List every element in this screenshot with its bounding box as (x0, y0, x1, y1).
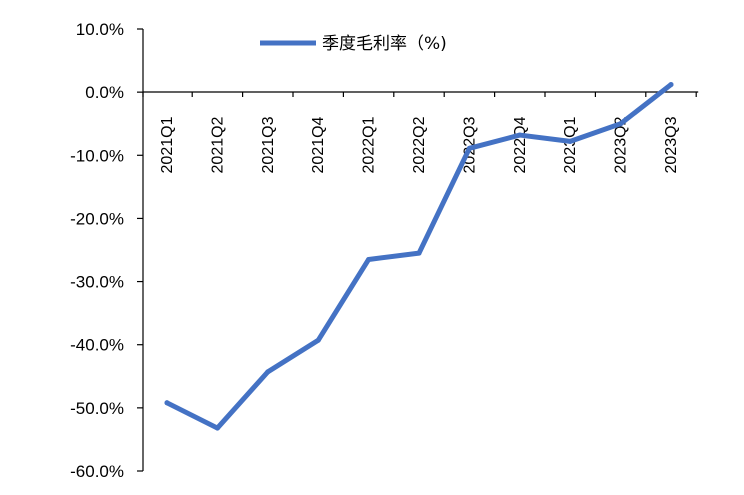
data-point (416, 250, 422, 256)
x-category-label: 2021Q4 (310, 116, 327, 173)
data-point (164, 400, 170, 406)
y-tick-label: -50.0% (70, 399, 124, 418)
y-axis: 10.0% 0.0% -10.0% -20.0% -30.0% -40.0% -50.0% -… (70, 20, 144, 481)
legend: 季度毛利率（%) (260, 34, 447, 54)
y-tick-label: 0.0% (85, 83, 124, 102)
data-point (567, 138, 573, 144)
data-point (668, 82, 674, 88)
data-point (366, 256, 372, 262)
data-point (315, 337, 321, 343)
x-category-label: 2021Q2 (209, 116, 226, 173)
data-point (618, 121, 624, 127)
series-layer (164, 82, 674, 431)
x-category-label: 2021Q3 (260, 116, 277, 173)
y-tick-label: -40.0% (70, 336, 124, 355)
x-category-label: 2022Q4 (512, 116, 529, 173)
legend-label: 季度毛利率（%) (322, 34, 447, 54)
x-axis: 2021Q1 2021Q2 2021Q3 2021Q4 2022Q1 2022Q2 2022… (142, 91, 699, 173)
y-tick-label: -20.0% (70, 209, 124, 228)
y-tick-label: -30.0% (70, 273, 124, 292)
x-category-label: 2022Q1 (361, 116, 378, 173)
x-category-label: 2021Q1 (159, 116, 176, 173)
data-point (214, 425, 220, 431)
y-tick-label: -60.0% (70, 462, 124, 481)
y-tick-label: 10.0% (76, 20, 124, 39)
data-point (466, 145, 472, 151)
x-category-label: 2023Q3 (663, 116, 680, 173)
x-category-label: 2023Q1 (562, 116, 579, 173)
y-tick-label: -10.0% (70, 146, 124, 165)
data-point (517, 132, 523, 138)
data-point (265, 369, 271, 375)
x-category-label: 2023Q2 (613, 116, 630, 173)
x-category-label: 2022Q2 (411, 116, 428, 173)
